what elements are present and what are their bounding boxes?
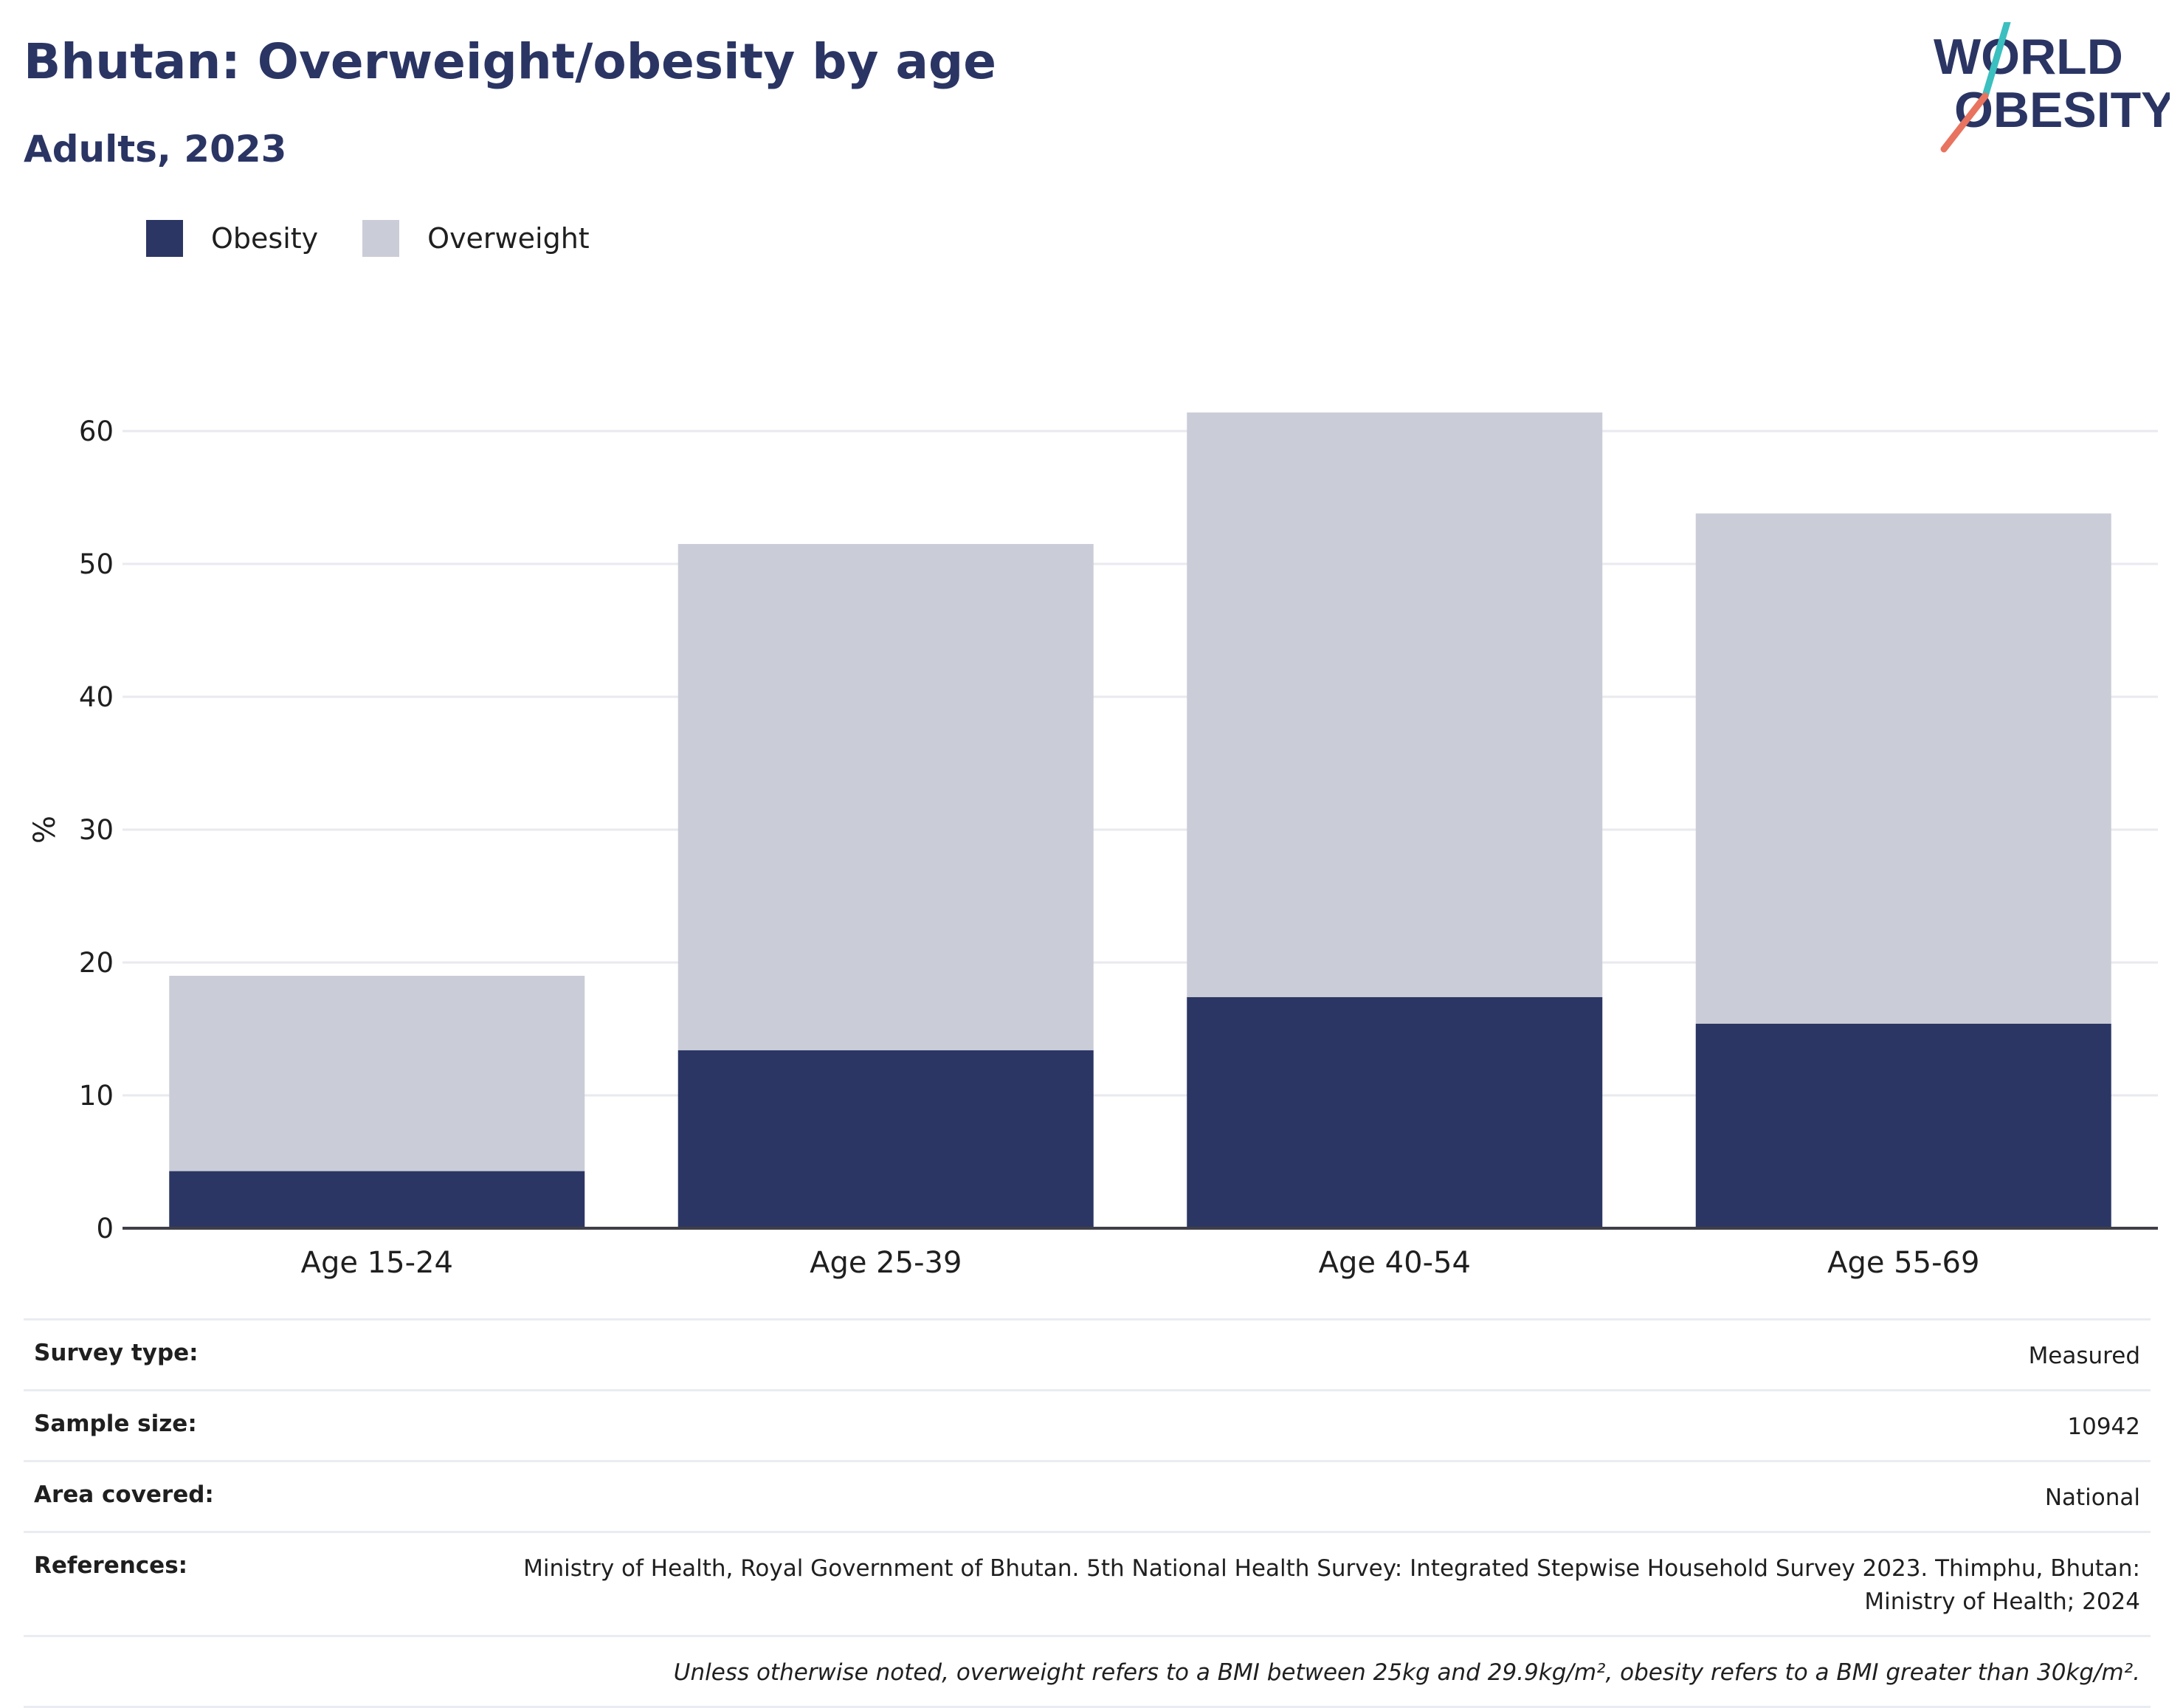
y-tick-label: 50 [79, 548, 114, 580]
info-key: Area covered: [34, 1481, 214, 1508]
page-subtitle: Adults, 2023 [24, 128, 287, 171]
stacked-bar-chart: 0 10 20 30 40 50 60% Age 15-24 Age 25-39 Age 40-5… [28, 412, 2158, 1280]
bar-overweight-2 [677, 544, 1094, 1050]
legend-label-obesity: Obesity [211, 222, 319, 255]
x-tick-label: Age 15-24 [301, 1246, 453, 1280]
info-key: Sample size: [34, 1410, 197, 1437]
info-value: Ministry of Health, Royal Government of … [523, 1554, 2140, 1615]
legend-label-overweight: Overweight [427, 222, 590, 255]
survey-info-table: Survey type: Measured Sample size: 10942… [24, 1318, 2151, 1708]
info-value: Measured [2028, 1343, 2140, 1369]
logo-line2: OBESITY [1954, 82, 2170, 138]
y-tick-label: 0 [96, 1213, 114, 1244]
note-text: Unless otherwise noted, overweight refer… [673, 1659, 2140, 1686]
bar-overweight-4 [1695, 513, 2111, 1024]
x-tick-label: Age 25-39 [810, 1246, 962, 1280]
info-key: References: [34, 1552, 188, 1579]
y-tick-label: 40 [79, 681, 114, 713]
legend-item-overweight[interactable]: Overweight [362, 220, 590, 257]
logo-line1: WORLD [1934, 29, 2123, 85]
logo-slash-top [1982, 22, 2011, 100]
world-obesity-logo: WORLD OBESITY [1934, 22, 2170, 153]
legend-swatch-obesity [146, 220, 183, 257]
y-tick-label: 10 [79, 1080, 114, 1112]
legend-swatch-overweight [362, 220, 400, 257]
legend-item-obesity[interactable]: Obesity [146, 220, 318, 257]
info-value: National [2044, 1484, 2140, 1511]
x-tick-label: Age 40-54 [1319, 1246, 1471, 1280]
info-key: Survey type: [34, 1340, 199, 1366]
info-row-sample-size: Sample size: 10942 [24, 1388, 2151, 1460]
bar-obesity-4 [1695, 1023, 2111, 1228]
bar-overweight-1 [169, 976, 585, 1171]
info-row-area-covered: Area covered: National [24, 1459, 2151, 1531]
bar-obesity-3 [1187, 996, 1603, 1228]
info-row-references: References: Ministry of Health, Royal Go… [24, 1530, 2151, 1635]
bar-overweight-3 [1187, 412, 1603, 997]
y-tick-label: 30 [79, 814, 114, 846]
y-tick-label: 20 [79, 947, 114, 979]
bmi-definition-note: Unless otherwise noted, overweight refer… [24, 1634, 2151, 1708]
bar-obesity-1 [169, 1171, 585, 1228]
page-title: Bhutan: Overweight/obesity by age [24, 33, 997, 90]
info-value: 10942 [2067, 1413, 2140, 1440]
chart-legend: Obesity Overweight [146, 220, 634, 257]
x-tick-label: Age 55-69 [1827, 1246, 1979, 1280]
y-tick-label: 60 [79, 416, 114, 447]
logo-slash-bottom [1940, 92, 1989, 153]
bar-obesity-2 [677, 1050, 1094, 1228]
info-row-survey-type: Survey type: Measured [24, 1318, 2151, 1389]
y-axis-label: % [28, 816, 62, 844]
